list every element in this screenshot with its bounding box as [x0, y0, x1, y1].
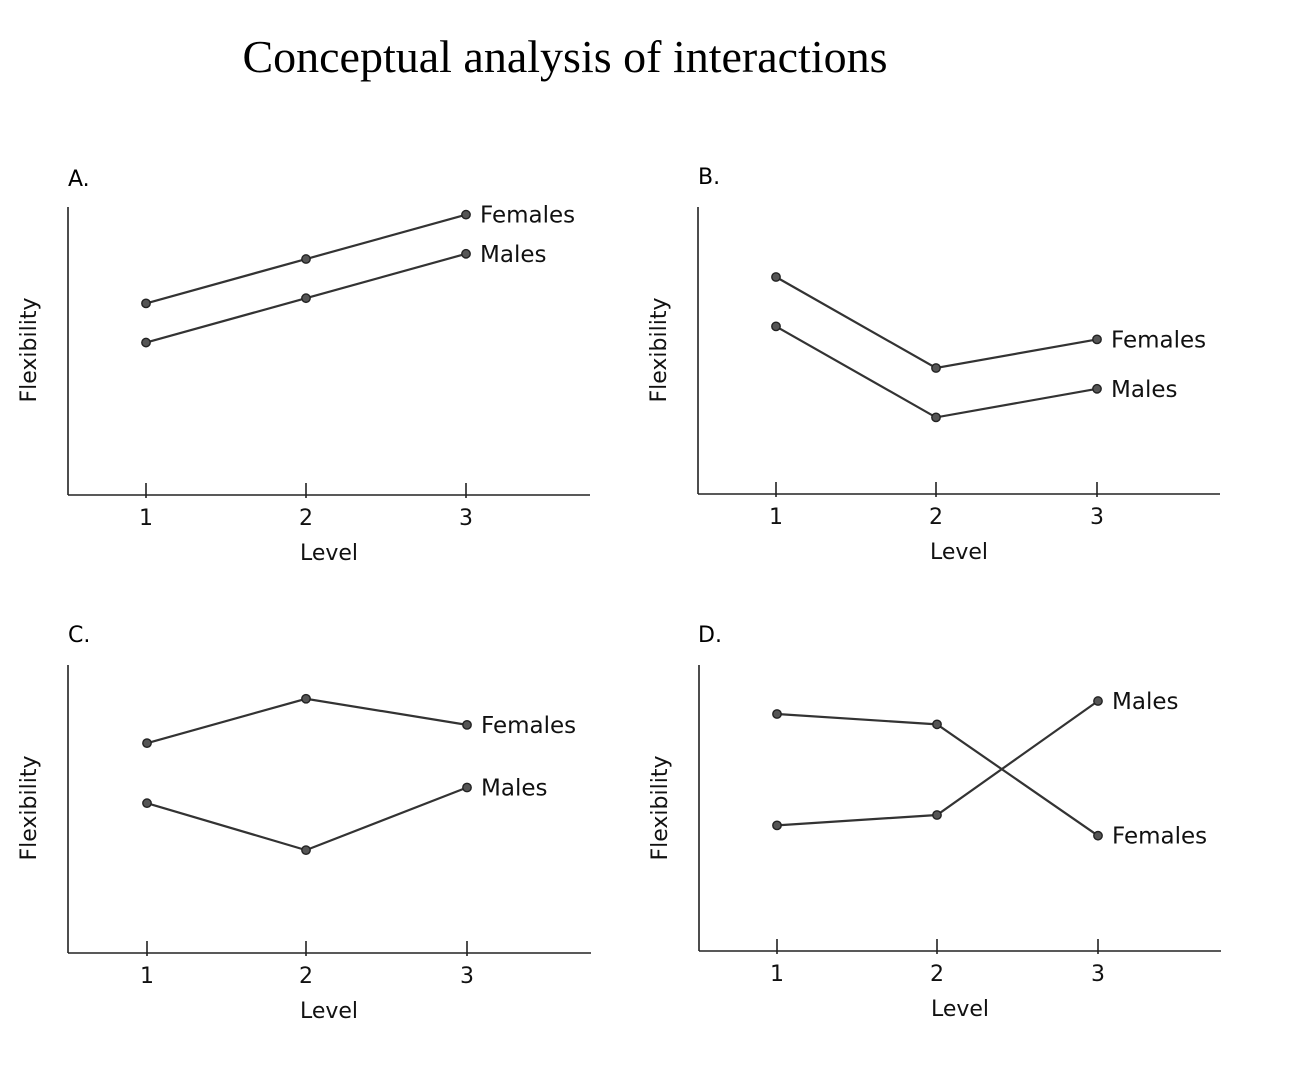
x-tick-label: 1	[770, 962, 784, 987]
data-point	[301, 845, 311, 856]
series-males: Males	[141, 242, 546, 348]
y-axis-label: Flexibility	[17, 756, 42, 861]
page-title: Conceptual analysis of interactions	[242, 31, 888, 82]
series-females: Females	[141, 203, 575, 309]
y-axis-label: Flexibility	[647, 298, 672, 403]
x-tick-label: 3	[460, 964, 474, 989]
series-label: Males	[480, 242, 546, 268]
x-tick-label: 1	[769, 505, 783, 530]
series-label: Females	[1111, 327, 1206, 353]
x-tick-label: 2	[299, 964, 313, 989]
series-label: Females	[1112, 824, 1207, 850]
x-tick-label: 3	[459, 506, 473, 531]
data-point	[931, 412, 941, 423]
data-point	[1093, 830, 1103, 841]
x-tick-label: 2	[929, 505, 943, 530]
data-point	[772, 820, 782, 831]
series-females: Females	[772, 709, 1207, 850]
panel-letter: C.	[68, 623, 90, 648]
chart-panel-4: D. 1 2 3 Level Flexibility Females Males	[648, 623, 1221, 1022]
data-point	[301, 293, 311, 304]
series-label: Females	[481, 713, 576, 739]
series-label: Females	[480, 203, 575, 229]
data-point	[462, 719, 472, 730]
data-point	[1092, 334, 1102, 345]
series-line	[146, 786, 468, 852]
x-axis-label: Level	[300, 999, 358, 1024]
series-label: Males	[1111, 377, 1177, 403]
data-point	[771, 321, 781, 332]
data-point	[772, 709, 782, 719]
data-point	[462, 782, 472, 793]
data-point	[932, 810, 942, 820]
data-point	[141, 298, 151, 309]
x-axis-label: Level	[300, 541, 358, 566]
series-males: Males	[772, 689, 1178, 831]
x-tick-label: 2	[930, 962, 944, 987]
x-tick-label: 3	[1091, 962, 1105, 987]
x-tick-label: 2	[299, 506, 313, 531]
series-males: Males	[142, 776, 547, 856]
data-point	[1092, 383, 1102, 394]
series-females: Females	[771, 272, 1206, 373]
data-point	[932, 719, 942, 730]
x-tick-label: 3	[1090, 505, 1104, 530]
data-point	[142, 738, 152, 749]
panel-letter: B.	[698, 165, 720, 190]
data-point	[142, 798, 152, 809]
data-point	[461, 248, 471, 259]
chart-panel-1: A. 1 2 3 Level Flexibility Females Males	[17, 167, 590, 566]
x-axis-label: Level	[931, 997, 989, 1022]
data-point	[931, 363, 941, 373]
data-point	[461, 209, 471, 220]
data-point	[301, 254, 311, 264]
data-point	[771, 272, 781, 282]
series-females: Females	[142, 693, 576, 749]
series-label: Males	[481, 776, 547, 802]
y-axis-label: Flexibility	[648, 756, 673, 861]
data-point	[1093, 696, 1103, 706]
x-tick-label: 1	[140, 964, 154, 989]
data-point	[141, 337, 151, 348]
panel-letter: A.	[68, 167, 90, 192]
x-tick-label: 1	[139, 506, 153, 531]
y-axis-label: Flexibility	[17, 298, 42, 403]
panel-letter: D.	[698, 623, 722, 648]
chart-panel-2: B. 1 2 3 Level Flexibility Females Males	[647, 165, 1220, 565]
series-males: Males	[771, 321, 1177, 423]
series-line	[146, 697, 468, 745]
x-axis-label: Level	[930, 540, 988, 565]
series-label: Males	[1112, 689, 1178, 715]
data-point	[301, 693, 311, 704]
chart-panel-3: C. 1 2 3 Level Flexibility Females Males	[17, 623, 591, 1024]
